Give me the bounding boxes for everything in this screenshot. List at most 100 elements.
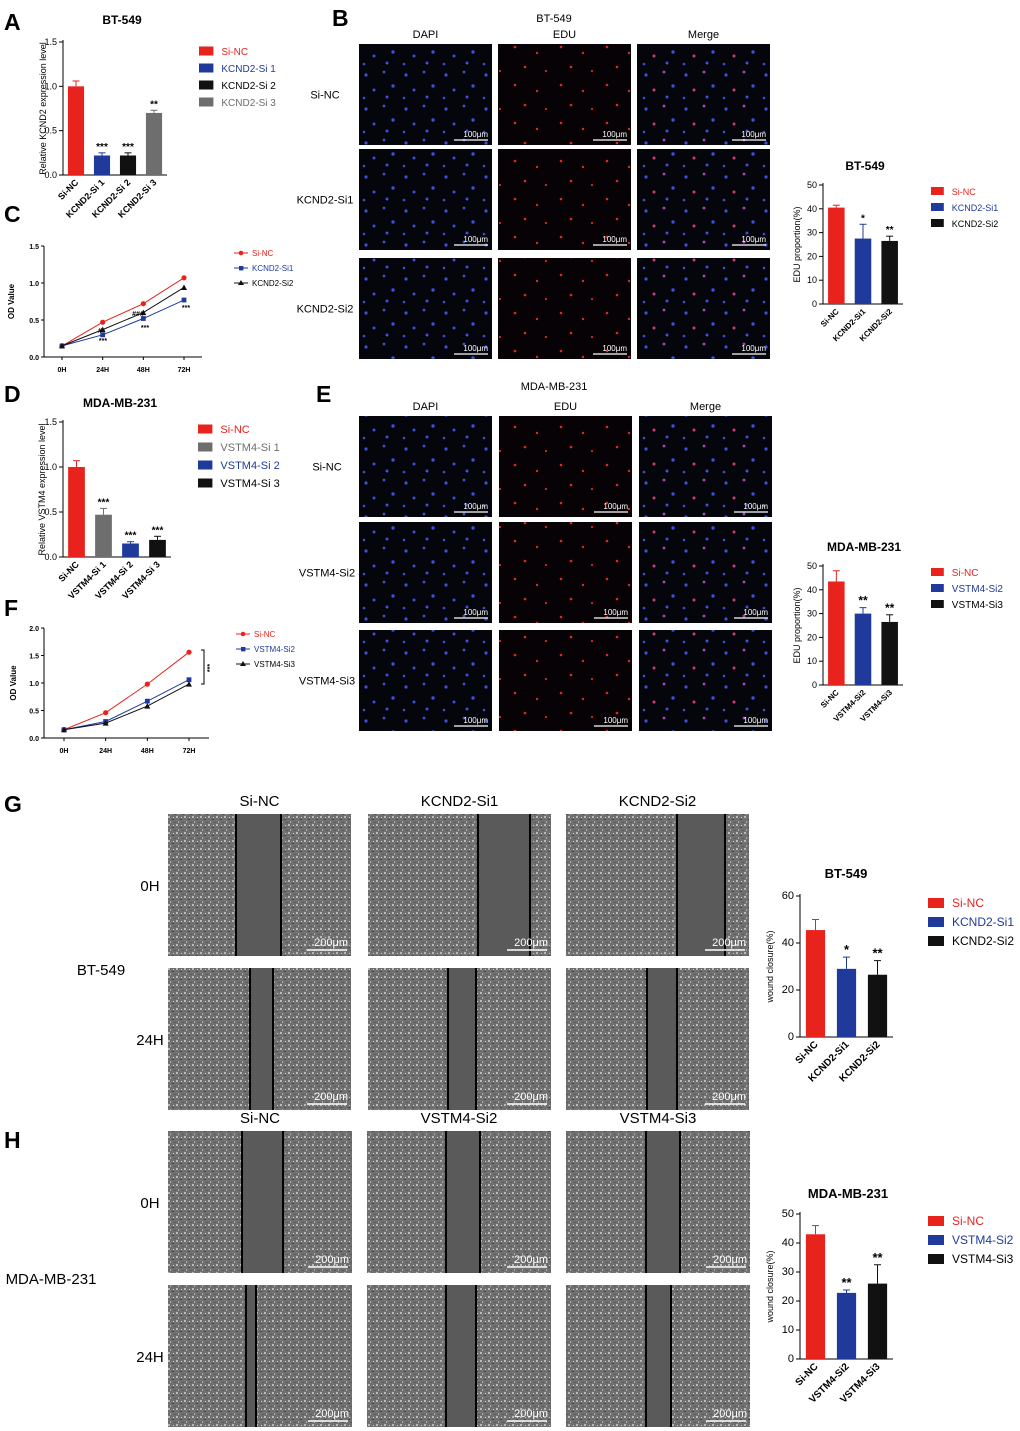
scale-bar-label: 100μm (741, 130, 766, 139)
y-tick-label: 50 (807, 180, 817, 190)
significance-mark: * (844, 942, 850, 957)
legend-label: Si-NC (254, 630, 276, 639)
scale-bar-label: 100μm (603, 608, 628, 617)
panel-letter-G: G (4, 791, 22, 817)
bar-0 (805, 930, 826, 1037)
y-tick-label: 0.0 (29, 355, 39, 362)
legend-label: Si-NC (952, 568, 979, 579)
legend-label: Si-NC (220, 424, 249, 436)
bar-1 (836, 968, 857, 1037)
x-tick-label: 0H (60, 748, 69, 755)
column-header: Merge (690, 401, 721, 413)
legend-label: VSTM4-Si 2 (220, 460, 279, 472)
significance-mark: *** (141, 325, 149, 332)
y-tick-label: 0.5 (29, 709, 39, 716)
y-tick-label: 10 (782, 1324, 794, 1336)
legend-label: VSTM4-Si2 (952, 584, 1004, 595)
legend-marker (241, 647, 246, 652)
legend-label: KCND2-Si 3 (221, 98, 276, 109)
panel-E-title: MDA-MB-231 (521, 381, 588, 393)
legend-swatch (931, 219, 944, 227)
y-axis-label: OD Value (9, 665, 18, 701)
y-tick-label: 30 (807, 228, 817, 238)
y-tick-label: 60 (782, 890, 794, 902)
row-label: VSTM4-Si3 (299, 676, 355, 688)
fluorescence-image (639, 630, 772, 731)
chart-title: MDA-MB-231 (808, 1186, 888, 1201)
chart-title: BT-549 (845, 159, 885, 173)
bar-2 (122, 543, 139, 557)
y-tick-label: 40 (807, 585, 817, 595)
fluorescence-image (359, 44, 492, 145)
legend-swatch (198, 424, 213, 434)
scale-bar-label: 100μm (463, 608, 488, 617)
bar-1 (836, 1292, 857, 1359)
significance-mark: *** (182, 305, 190, 312)
significance-bracket (201, 649, 205, 685)
row-label: VSTM4-Si2 (299, 568, 355, 580)
legend-label: KCND2-Si2 (252, 279, 294, 288)
significance-mark: ** (872, 1250, 883, 1265)
y-tick-label: 20 (807, 251, 817, 261)
bar-0 (68, 467, 85, 557)
fluorescence-image (498, 258, 631, 359)
y-tick-label: 20 (807, 632, 817, 642)
legend-marker (238, 280, 244, 285)
significance-mark: ** (886, 225, 894, 236)
cell-line-label: MDA-MB-231 (6, 1271, 97, 1288)
scale-bar-label: 100μm (463, 344, 488, 353)
significance-mark: *** (98, 497, 110, 508)
significance-mark: ### (132, 311, 144, 318)
significance-mark: * (861, 213, 865, 224)
y-tick-label: 50 (782, 1208, 794, 1220)
column-header: Si-NC (240, 793, 280, 810)
scale-bar-label: 200μm (314, 937, 348, 949)
fluorescence-image (499, 522, 632, 623)
chart-title: BT-549 (825, 866, 868, 881)
scale-bar-label: 100μm (602, 344, 627, 353)
legend-label: KCND2-Si 1 (221, 64, 276, 75)
cell-line-label: BT-549 (77, 962, 125, 979)
scale-bar-label: 100μm (463, 716, 488, 725)
bar-1 (854, 238, 872, 304)
row-label: Si-NC (310, 90, 339, 102)
panel-B-title: BT-549 (536, 13, 571, 25)
series-line-2 (61, 287, 185, 347)
scale-bar-label: 100μm (741, 344, 766, 353)
bar-1 (95, 514, 112, 557)
data-point (100, 319, 106, 325)
bar-2 (881, 621, 898, 685)
significance-mark: ** (872, 946, 883, 961)
bar-0 (805, 1234, 826, 1359)
y-axis-label: EDU proportion(%) (792, 206, 802, 282)
x-tick-label: Si-NC (57, 559, 82, 584)
scale-bar-label: 100μm (743, 608, 768, 617)
y-tick-label: 40 (807, 204, 817, 214)
series-line-1 (61, 299, 185, 347)
panel-letter-F: F (4, 595, 18, 621)
scale-bar-label: 200μm (315, 1408, 349, 1420)
legend-swatch (928, 1254, 944, 1264)
wound-gap (677, 814, 725, 956)
fluorescence-image (359, 149, 492, 250)
legend-swatch (931, 600, 944, 608)
column-header: VSTM4-Si2 (421, 1110, 498, 1127)
y-tick-label: 2.0 (29, 626, 39, 633)
bar-2 (867, 974, 888, 1037)
row-label: 0H (140, 1195, 159, 1212)
wound-gap (448, 968, 476, 1110)
legend-swatch (931, 584, 944, 592)
legend-swatch (198, 478, 213, 488)
chart-title: BT-549 (102, 13, 142, 27)
legend-swatch (928, 1235, 944, 1245)
wound-gap (236, 814, 281, 956)
fluorescence-image (498, 44, 631, 145)
bar-3 (145, 112, 163, 175)
data-point (59, 342, 65, 349)
x-tick-label: Si-NC (794, 1039, 821, 1066)
scale-bar-label: 200μm (514, 937, 548, 949)
significance-mark: *** (99, 338, 107, 345)
y-tick-label: 0.5 (29, 318, 39, 325)
y-axis-label: OD Value (7, 283, 16, 319)
